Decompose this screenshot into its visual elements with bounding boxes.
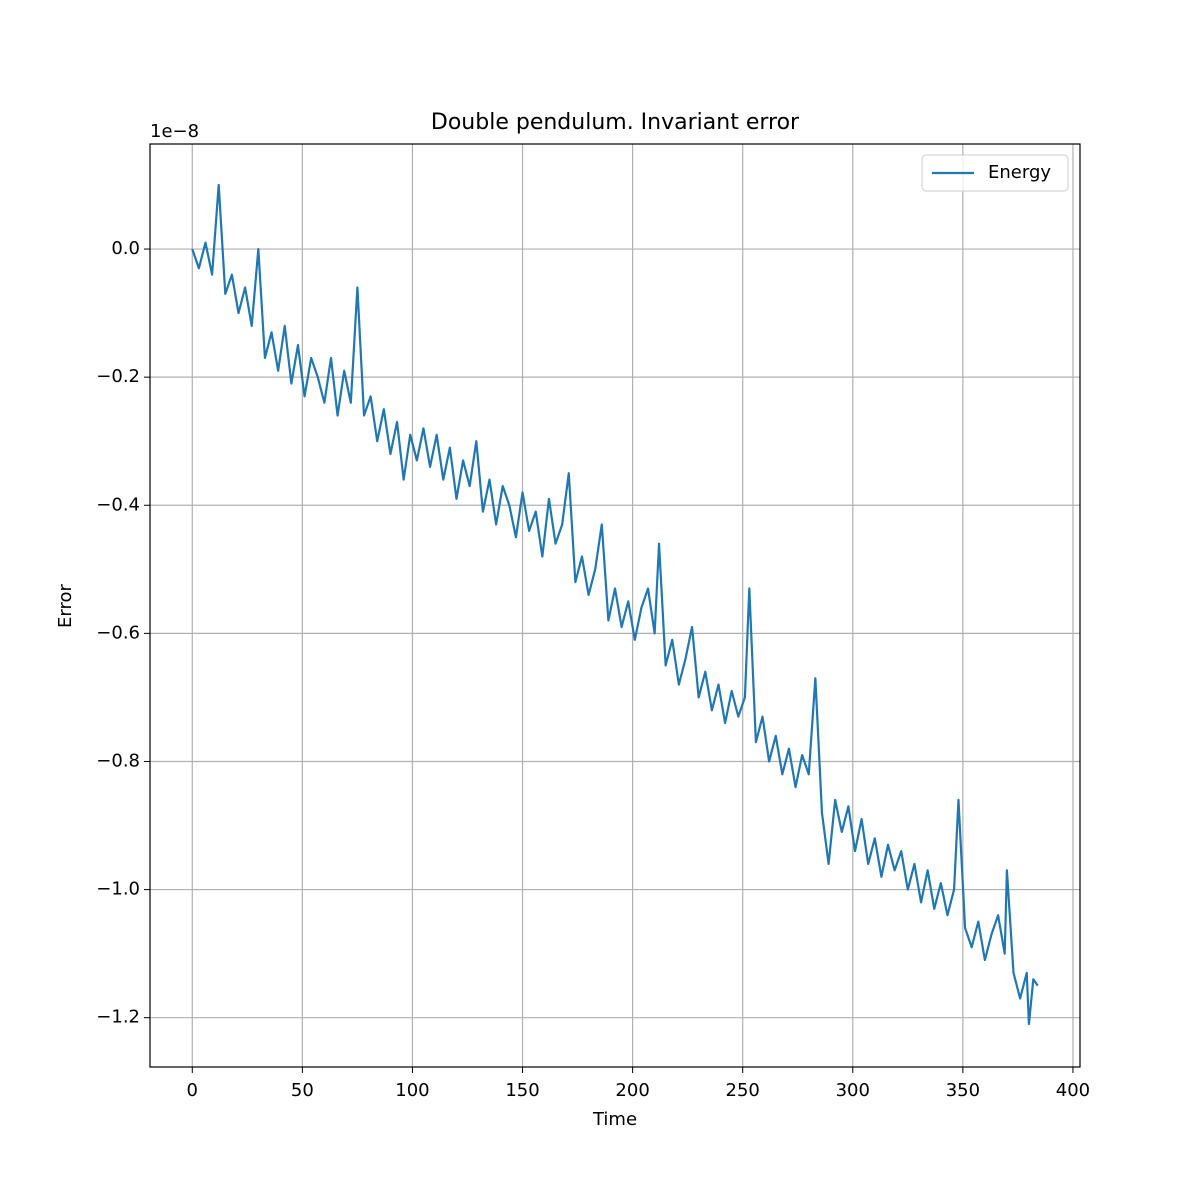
x-tick-label: 150	[505, 1080, 539, 1101]
x-tick-label: 0	[187, 1080, 198, 1101]
x-tick-label: 350	[946, 1080, 980, 1101]
legend-label: Energy	[988, 162, 1051, 183]
x-tick-label: 200	[615, 1080, 649, 1101]
x-tick-label: 300	[836, 1080, 870, 1101]
chart-title: Double pendulum. Invariant error	[431, 110, 800, 135]
x-tick-label: 100	[395, 1080, 429, 1101]
y-tick-label: 0.0	[111, 238, 140, 259]
x-tick-label: 250	[726, 1080, 760, 1101]
axes-frame	[149, 143, 1081, 1068]
y-axis-label: Error	[55, 583, 76, 627]
legend-box	[921, 154, 1069, 192]
y-tick-label: −1.0	[96, 879, 140, 900]
x-tick-label: 400	[1056, 1080, 1090, 1101]
y-offset-text: 1e−8	[150, 121, 199, 142]
y-tick-label: −0.4	[96, 494, 140, 515]
y-tick-label: −1.2	[96, 1007, 140, 1028]
x-tick-label: 50	[291, 1080, 314, 1101]
y-tick-label: −0.8	[96, 750, 140, 771]
line-series	[191, 183, 1039, 1026]
y-tick-label: −0.2	[96, 366, 140, 387]
y-tick-label: −0.6	[96, 622, 140, 643]
x-axis-label: Time	[592, 1109, 637, 1130]
